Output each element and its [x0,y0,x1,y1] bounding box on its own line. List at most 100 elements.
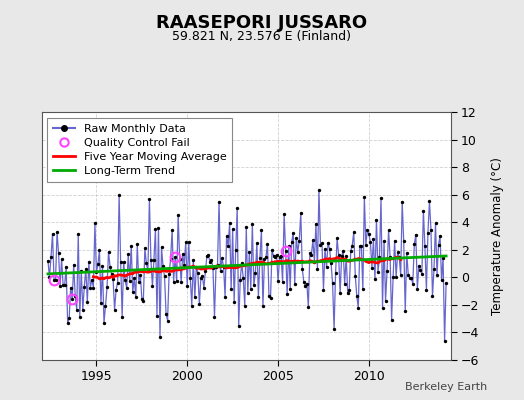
Point [245,249,254,256]
Point [204,252,213,258]
Point [59,282,67,288]
Point [142,260,150,266]
Point [213,262,222,268]
Point [242,224,250,231]
Point [266,295,275,302]
Point [174,212,182,218]
Point [157,244,166,250]
Point [44,258,52,264]
Point [309,237,317,244]
Point [319,286,328,293]
Point [345,287,353,294]
Point [188,302,196,309]
Point [369,236,378,242]
Point [126,278,134,284]
Point [402,250,411,256]
Point [356,243,364,250]
Point [179,251,187,258]
Point [399,238,408,244]
Point [230,299,238,306]
Point [333,235,341,242]
Point [374,268,382,275]
Point [116,258,125,265]
Point [401,308,409,314]
Point [375,254,384,260]
Point [277,252,285,259]
Point [75,314,84,320]
Point [358,285,367,292]
Point [313,266,322,272]
Point [236,277,244,283]
Point [271,254,279,260]
Point [136,271,145,278]
Point [113,280,122,286]
Point [436,233,444,239]
Point [63,320,72,326]
Point [232,247,240,253]
Point [154,225,162,231]
Point [203,253,211,259]
Point [107,271,116,277]
Point [109,276,117,282]
Point [385,227,393,233]
Point [95,247,104,253]
Point [139,298,148,304]
Point [428,293,436,300]
Point [206,259,214,265]
Point [77,268,85,274]
Point [150,256,158,263]
Point [167,256,175,262]
Point [318,240,326,246]
Point [51,276,60,283]
Point [442,280,450,286]
Point [378,304,387,311]
Point [148,283,157,289]
Point [247,286,255,292]
Point [312,220,320,227]
Point [307,252,315,258]
Point [310,258,319,265]
Point [285,243,293,249]
Point [413,286,421,292]
Point [290,281,299,288]
Point [68,296,77,302]
Point [351,272,359,279]
Point [162,310,170,317]
Point [387,316,396,323]
Point [56,282,64,289]
Point [380,238,388,244]
Point [257,227,266,233]
Point [389,274,397,280]
Point [119,259,128,265]
Point [198,273,206,279]
Point [221,293,230,300]
Point [268,247,276,253]
Point [368,264,376,271]
Point [262,254,270,260]
Point [248,221,257,227]
Point [410,241,419,247]
Point [334,252,343,258]
Point [50,276,58,283]
Point [406,275,414,281]
Point [304,304,312,310]
Point [168,226,176,233]
Point [104,249,113,255]
Point [344,290,352,296]
Point [189,256,198,263]
Point [124,251,133,258]
Point [283,291,291,298]
Point [350,228,358,235]
Point [274,278,282,284]
Point [212,264,220,270]
Point [407,275,416,282]
Point [183,283,191,289]
Point [425,198,434,204]
Point [293,249,302,255]
Point [298,266,307,272]
Point [288,239,296,246]
Point [324,239,332,246]
Point [103,284,111,290]
Point [330,326,339,332]
Point [295,238,303,244]
